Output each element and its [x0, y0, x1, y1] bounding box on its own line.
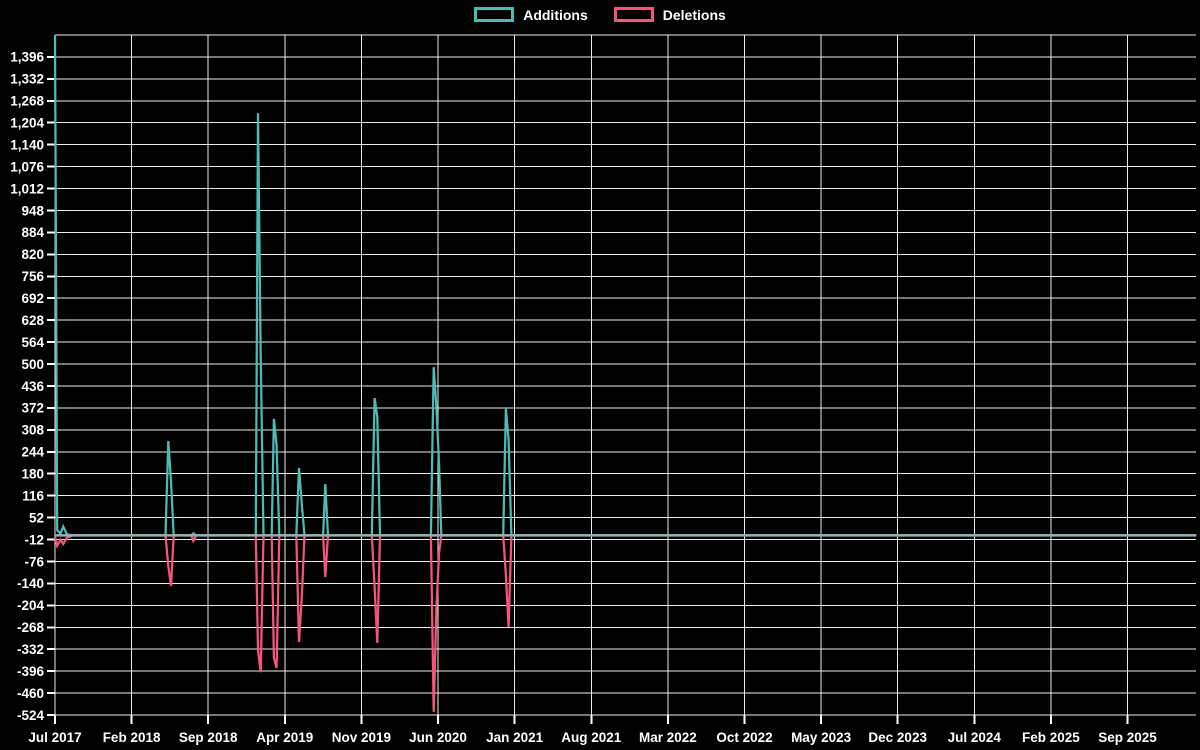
y-axis-label: -332 — [17, 642, 44, 657]
y-axis-label: 1,076 — [10, 159, 44, 174]
x-axis-label: Dec 2023 — [868, 730, 927, 745]
x-axis-label: Apr 2019 — [256, 730, 313, 745]
y-axis-label: 820 — [21, 247, 44, 262]
deletions-swatch-icon — [613, 7, 654, 22]
y-axis-label: -524 — [17, 708, 45, 723]
y-axis-label: 1,204 — [10, 116, 44, 131]
y-axis-label: 372 — [21, 401, 44, 416]
additions-line — [53, 34, 1197, 537]
additions-swatch-icon — [474, 7, 515, 22]
y-axis-label: 948 — [21, 203, 44, 218]
legend-label-additions: Additions — [523, 6, 588, 23]
y-axis-label: 628 — [21, 313, 44, 328]
x-axis-label: Feb 2025 — [1022, 730, 1080, 745]
y-axis-label: -396 — [17, 664, 45, 679]
chart-legend: Additions Deletions — [0, 7, 1200, 22]
x-axis-label: Sep 2018 — [179, 730, 238, 745]
y-axis-label: 564 — [21, 335, 44, 350]
y-axis-label: 884 — [21, 225, 44, 240]
x-axis-label: Aug 2021 — [561, 730, 622, 745]
x-axis-label: May 2023 — [791, 730, 852, 745]
legend-item-additions[interactable]: Additions — [474, 7, 588, 22]
y-axis-label: 500 — [21, 357, 44, 372]
y-axis-label: -12 — [24, 532, 44, 547]
y-axis-label: 244 — [21, 445, 44, 460]
x-axis-label: Sep 2025 — [1098, 730, 1157, 745]
x-axis-label: Oct 2022 — [716, 730, 772, 745]
y-axis-label: 692 — [21, 291, 44, 306]
x-axis-label: Mar 2022 — [639, 730, 697, 745]
x-axis-label: Jan 2021 — [486, 730, 544, 745]
y-axis-label: 1,012 — [10, 181, 44, 196]
y-axis-label: 116 — [22, 488, 44, 503]
y-axis-label: -76 — [24, 554, 44, 569]
y-axis-label: -268 — [17, 620, 45, 635]
y-axis-label: -140 — [17, 576, 44, 591]
x-axis-label: Jul 2024 — [948, 730, 1002, 745]
y-axis-label: -460 — [17, 686, 44, 701]
x-axis-label: Jun 2020 — [409, 730, 467, 745]
y-axis-label: -204 — [17, 598, 45, 613]
legend-label-deletions: Deletions — [662, 6, 726, 23]
legend-item-deletions[interactable]: Deletions — [613, 6, 726, 23]
y-axis-label: 52 — [29, 510, 44, 525]
y-axis-label: 1,140 — [10, 138, 44, 153]
y-axis-label: 436 — [21, 379, 44, 394]
y-axis-label: 1,396 — [10, 50, 44, 65]
x-axis-label: Jul 2017 — [28, 730, 81, 745]
y-axis-label: 756 — [21, 269, 44, 284]
y-axis-label: 308 — [21, 423, 44, 438]
x-axis-label: Nov 2019 — [332, 730, 391, 745]
y-axis-label: 1,332 — [10, 72, 44, 87]
y-axis-label: 180 — [21, 467, 44, 482]
y-axis-label: 1,268 — [10, 94, 44, 109]
x-axis-label: Feb 2018 — [103, 730, 161, 745]
